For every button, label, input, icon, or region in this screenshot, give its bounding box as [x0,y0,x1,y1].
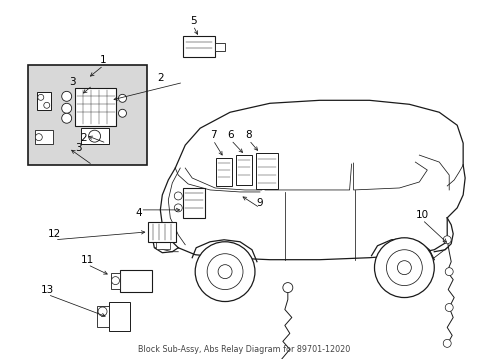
Circle shape [98,307,107,316]
FancyBboxPatch shape [35,130,53,144]
FancyBboxPatch shape [75,88,116,126]
Circle shape [38,94,44,100]
Circle shape [174,204,182,212]
Text: 4: 4 [135,208,142,218]
Circle shape [111,276,119,285]
Circle shape [218,265,232,279]
Circle shape [374,238,433,298]
FancyBboxPatch shape [120,270,152,292]
Text: 7: 7 [209,130,216,140]
Text: 3: 3 [75,143,82,153]
Circle shape [118,109,126,117]
FancyBboxPatch shape [37,92,51,110]
Circle shape [35,134,42,141]
Text: 10: 10 [415,210,428,220]
Circle shape [207,254,243,289]
Text: 2: 2 [80,133,87,143]
Circle shape [118,94,126,102]
Circle shape [61,113,72,123]
FancyBboxPatch shape [156,241,170,249]
FancyBboxPatch shape [215,42,224,50]
FancyBboxPatch shape [148,222,176,242]
Circle shape [397,261,410,275]
Text: 11: 11 [81,255,94,265]
FancyBboxPatch shape [81,128,108,144]
Text: 8: 8 [245,130,252,140]
Circle shape [61,91,72,101]
Text: 1: 1 [100,55,107,66]
Circle shape [442,339,450,347]
Text: 12: 12 [48,229,61,239]
Text: 3: 3 [69,77,76,87]
FancyBboxPatch shape [110,273,120,289]
Text: 13: 13 [41,284,54,294]
Text: Block Sub-Assy, Abs Relay Diagram for 89701-12020: Block Sub-Assy, Abs Relay Diagram for 89… [138,345,349,354]
Text: 5: 5 [189,15,196,26]
Circle shape [444,303,452,311]
Bar [28,66,147,165]
Circle shape [282,283,292,293]
FancyBboxPatch shape [236,155,251,185]
Circle shape [195,242,254,302]
FancyBboxPatch shape [183,36,215,58]
Text: 2: 2 [157,73,163,84]
Text: 9: 9 [256,198,263,208]
FancyBboxPatch shape [255,153,277,189]
Circle shape [174,192,182,200]
Circle shape [61,103,72,113]
FancyBboxPatch shape [216,158,232,186]
Circle shape [444,268,452,276]
Circle shape [44,102,50,108]
Circle shape [386,250,422,285]
Circle shape [442,236,450,244]
FancyBboxPatch shape [183,188,205,218]
FancyBboxPatch shape [108,302,130,332]
FancyBboxPatch shape [96,306,108,328]
Text: 6: 6 [227,130,234,140]
Circle shape [88,130,101,142]
